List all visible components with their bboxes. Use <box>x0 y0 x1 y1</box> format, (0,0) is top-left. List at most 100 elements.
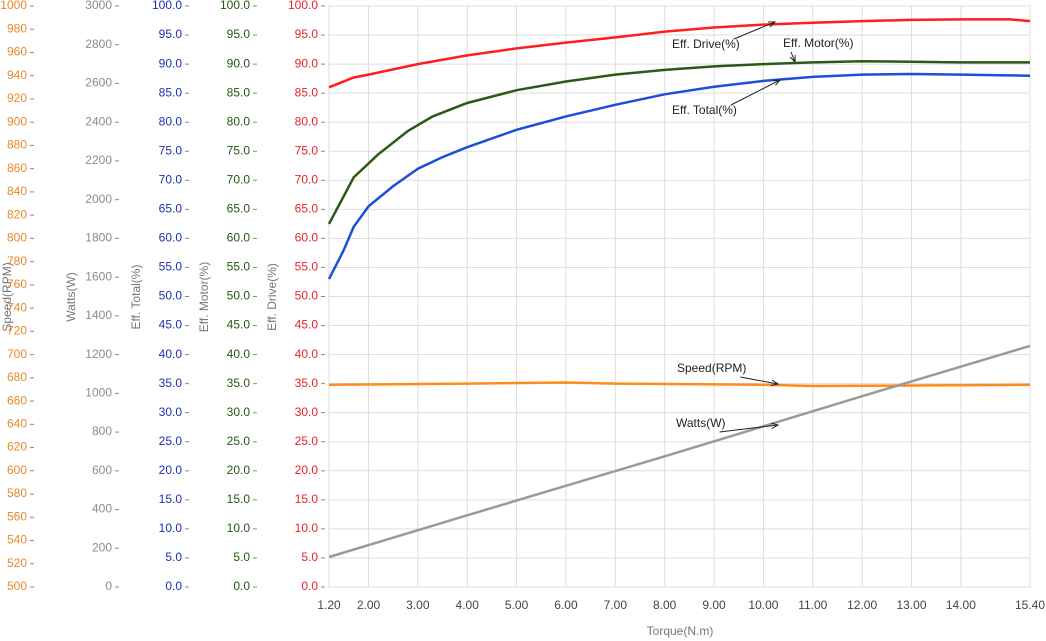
y-tick-label: 2800 <box>85 37 112 51</box>
y-tick-label: 940 <box>7 68 27 82</box>
y-tick-label: 70.0 <box>295 172 319 186</box>
series-line <box>327 72 1031 280</box>
y-tick-label: 40.0 <box>227 347 251 361</box>
y-tick-label: 70.0 <box>159 172 183 186</box>
x-tick-label: 1.20 <box>317 598 341 612</box>
y-tick-label: 25.0 <box>159 434 183 448</box>
y-tick-label: 85.0 <box>295 85 319 99</box>
y-tick-label: 1000 <box>85 386 112 400</box>
y-tick-label: 680 <box>7 370 27 384</box>
y-tick-label: 65.0 <box>227 202 251 216</box>
y-axis-title: Watts(W) <box>64 272 78 322</box>
y-tick-label: 2200 <box>85 153 112 167</box>
y-tick-label: 760 <box>7 277 27 291</box>
y-tick-label: 780 <box>7 254 27 268</box>
y-tick-label: 10.0 <box>227 521 251 535</box>
y-tick-label: 95.0 <box>159 27 183 41</box>
y-tick-label: 800 <box>7 231 27 245</box>
y-tick-label: 5.0 <box>233 550 250 564</box>
y-tick-label: 5.0 <box>301 550 318 564</box>
y-tick-label: 15.0 <box>295 492 319 506</box>
y-tick-label: 90.0 <box>227 56 251 70</box>
y-tick-label: 500 <box>7 579 27 593</box>
y-tick-label: 35.0 <box>295 376 319 390</box>
y-tick-label: 0.0 <box>165 579 182 593</box>
y-tick-label: 700 <box>7 347 27 361</box>
y-tick-label: 0.0 <box>301 579 318 593</box>
y-tick-label: 960 <box>7 45 27 59</box>
y-tick-label: 600 <box>92 463 112 477</box>
y-tick-label: 50.0 <box>159 289 183 303</box>
y-tick-label: 580 <box>7 486 27 500</box>
annotation-arrow <box>733 21 776 40</box>
arrow-head <box>772 79 782 86</box>
y-tick-label: 10.0 <box>159 521 183 535</box>
y-tick-label: 75.0 <box>159 143 183 157</box>
y-tick-label: 85.0 <box>227 85 251 99</box>
x-tick-label: 11.00 <box>798 598 827 612</box>
y-tick-label: 200 <box>92 540 112 554</box>
y-tick-label: 15.0 <box>227 492 251 506</box>
annotation: Eff. Drive(%) <box>672 37 740 51</box>
series-line <box>328 344 1031 559</box>
y-tick-label: 100.0 <box>288 0 318 12</box>
y-tick-label: 25.0 <box>227 434 251 448</box>
x-axis-title: Torque(N.m) <box>647 624 714 638</box>
y-tick-label: 3000 <box>85 0 112 12</box>
arrow-head <box>789 54 796 64</box>
y-tick-label: 20.0 <box>159 463 183 477</box>
arrow-head <box>771 422 780 429</box>
y-tick-label: 980 <box>7 21 27 35</box>
y-axis-title: Eff. Drive(%) <box>265 263 279 331</box>
x-tick-label: 8.00 <box>653 598 677 612</box>
y-tick-label: 60.0 <box>227 231 251 245</box>
y-tick-label: 920 <box>7 91 27 105</box>
y-tick-label: 720 <box>7 324 27 338</box>
x-tick-label: 2.00 <box>357 598 381 612</box>
y-tick-label: 600 <box>7 463 27 477</box>
y-axis-title: Eff. Total(%) <box>129 265 143 330</box>
y-tick-label: 400 <box>92 502 112 516</box>
y-tick-label: 50.0 <box>295 289 319 303</box>
y-tick-label: 2000 <box>85 192 112 206</box>
y-tick-label: 820 <box>7 207 27 221</box>
y-tick-label: 1600 <box>85 269 112 283</box>
x-tick-label: 10.00 <box>748 598 778 612</box>
y-tick-label: 35.0 <box>227 376 251 390</box>
y-tick-label: 45.0 <box>295 318 319 332</box>
y-axis-title: Eff. Motor(%) <box>197 262 211 332</box>
y-tick-label: 35.0 <box>159 376 183 390</box>
x-tick-label: 15.40 <box>1015 598 1045 612</box>
y-tick-label: 10.0 <box>295 521 319 535</box>
arrow-head <box>767 21 777 28</box>
y-tick-label: 740 <box>7 300 27 314</box>
y-tick-label: 65.0 <box>159 202 183 216</box>
x-tick-label: 13.00 <box>897 598 927 612</box>
y-tick-label: 540 <box>7 533 27 547</box>
annotation: Eff. Motor(%) <box>783 36 853 50</box>
y-tick-label: 100.0 <box>152 0 182 12</box>
y-tick-label: 1000 <box>0 0 27 12</box>
y-tick-label: 55.0 <box>159 260 183 274</box>
y-tick-label: 80.0 <box>159 114 183 128</box>
y-tick-label: 520 <box>7 556 27 570</box>
y-tick-label: 20.0 <box>295 463 319 477</box>
y-tick-label: 60.0 <box>295 231 319 245</box>
y-tick-label: 620 <box>7 440 27 454</box>
y-tick-label: 660 <box>7 393 27 407</box>
y-tick-label: 1200 <box>85 347 112 361</box>
y-tick-label: 90.0 <box>295 56 319 70</box>
y-tick-label: 2400 <box>85 114 112 128</box>
y-tick-label: 65.0 <box>295 202 319 216</box>
y-tick-label: 640 <box>7 416 27 430</box>
x-tick-label: 3.00 <box>406 598 430 612</box>
y-tick-label: 85.0 <box>159 85 183 99</box>
x-tick-label: 6.00 <box>554 598 578 612</box>
y-tick-label: 880 <box>7 138 27 152</box>
x-tick-label: 4.00 <box>456 598 480 612</box>
annotation-arrow <box>790 51 796 63</box>
y-tick-label: 75.0 <box>227 143 251 157</box>
y-tick-label: 60.0 <box>159 231 183 245</box>
